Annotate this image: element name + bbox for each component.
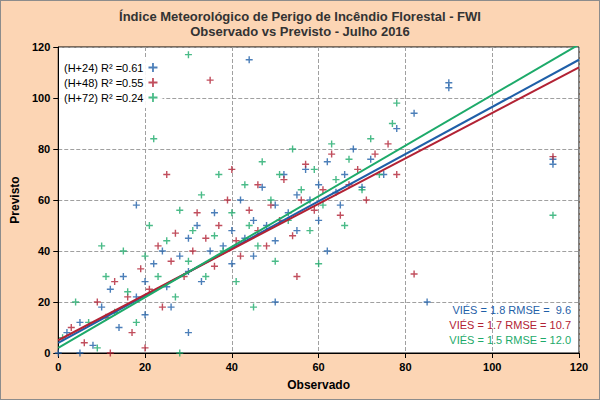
svg-text:120: 120 (32, 41, 50, 53)
svg-text:VIÉS = 1.7 RMSE = 10.7: VIÉS = 1.7 RMSE = 10.7 (449, 319, 571, 331)
svg-text:20: 20 (139, 361, 151, 373)
svg-text:80: 80 (399, 361, 411, 373)
svg-text:20: 20 (38, 296, 50, 308)
svg-text:100: 100 (32, 92, 50, 104)
svg-text:Observado vs Previsto - Julho: Observado vs Previsto - Julho 2016 (190, 24, 410, 39)
svg-text:80: 80 (38, 143, 50, 155)
svg-text:0: 0 (44, 347, 50, 359)
svg-text:100: 100 (483, 361, 501, 373)
svg-text:40: 40 (38, 245, 50, 257)
svg-text:0: 0 (55, 361, 61, 373)
svg-text:40: 40 (226, 361, 238, 373)
svg-text:Índice Meteorológico de Perigo: Índice Meteorológico de Perigo de Incênd… (119, 9, 481, 24)
svg-text:60: 60 (313, 361, 325, 373)
svg-text:VIÉS = 1.5 RMSE = 12.0: VIÉS = 1.5 RMSE = 12.0 (449, 334, 571, 346)
svg-text:120: 120 (570, 361, 588, 373)
svg-text:Previsto: Previsto (8, 176, 22, 223)
svg-text:60: 60 (38, 194, 50, 206)
svg-text:(H+72) R² =0.24: (H+72) R² =0.24 (64, 92, 143, 104)
svg-text:VIÉS = 1.8 RMSE = 9.6: VIÉS = 1.8 RMSE = 9.6 (452, 304, 571, 316)
svg-text:(H+48) R² =0.55: (H+48) R² =0.55 (64, 77, 143, 89)
svg-text:(H+24) R² =0.61: (H+24) R² =0.61 (64, 62, 143, 74)
svg-text:Observado: Observado (287, 378, 350, 392)
